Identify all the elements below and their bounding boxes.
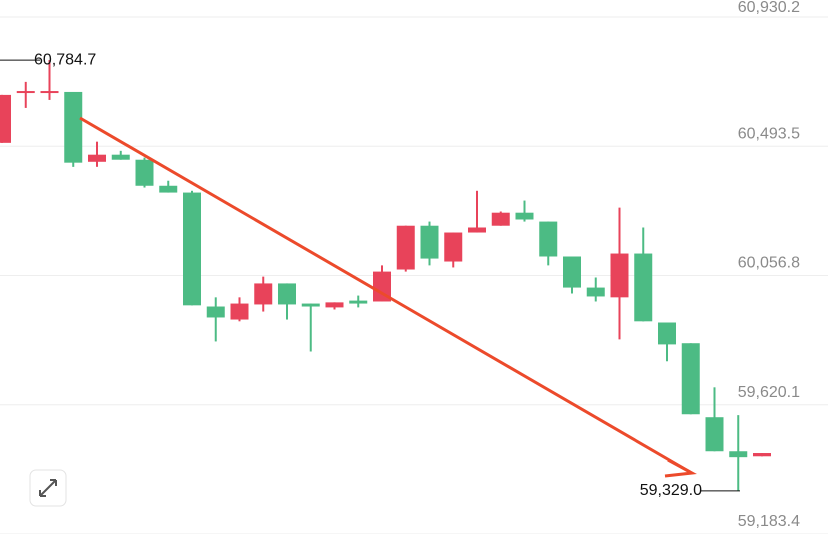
candle-body (183, 192, 201, 306)
candle-body (444, 232, 463, 262)
candle-body (563, 256, 581, 288)
candle-body (610, 253, 629, 298)
candle-body (658, 322, 676, 345)
candle-body (753, 453, 771, 457)
candle-body (0, 94, 11, 143)
candle-body (634, 253, 653, 322)
y-tick-label: 60,930.2 (738, 0, 800, 16)
candle-body (396, 225, 415, 270)
candle-body (539, 221, 558, 257)
candle-body (420, 225, 439, 259)
candle-body (111, 154, 130, 160)
y-tick-label: 60,493.5 (738, 125, 800, 142)
candle-body (491, 212, 510, 226)
low-label: 59,329.0 (640, 482, 702, 499)
candle-body (325, 302, 344, 308)
candle-body (349, 300, 368, 304)
candle-body (278, 283, 296, 305)
trend-arrow (79, 116, 691, 474)
candle-body (586, 287, 605, 297)
candle-body (159, 185, 178, 193)
annotations: 60,784.7 59,329.0 (0, 51, 740, 499)
candle-body (135, 159, 154, 186)
expand-icon (39, 479, 57, 497)
candle-body (468, 227, 486, 233)
candles (0, 60, 771, 491)
expand-button[interactable] (29, 469, 67, 507)
y-tick-label: 60,056.8 (738, 255, 800, 272)
candle-body (88, 154, 106, 162)
candle-body (705, 417, 724, 452)
y-tick-label: 59,183.4 (738, 513, 800, 530)
candle-body (16, 91, 35, 94)
candle-body (301, 303, 320, 307)
candle-body (373, 271, 391, 302)
candle-body (254, 283, 273, 305)
candle-body (64, 91, 83, 163)
candle-body (515, 212, 534, 220)
y-tick-label: 59,620.1 (738, 384, 800, 401)
candle-body (230, 303, 249, 320)
arrow-head (664, 458, 697, 478)
candle-body (40, 91, 59, 94)
candle-body (729, 451, 748, 458)
candle-body (681, 343, 700, 415)
high-label: 60,784.7 (34, 51, 96, 68)
candle-body (206, 306, 225, 318)
